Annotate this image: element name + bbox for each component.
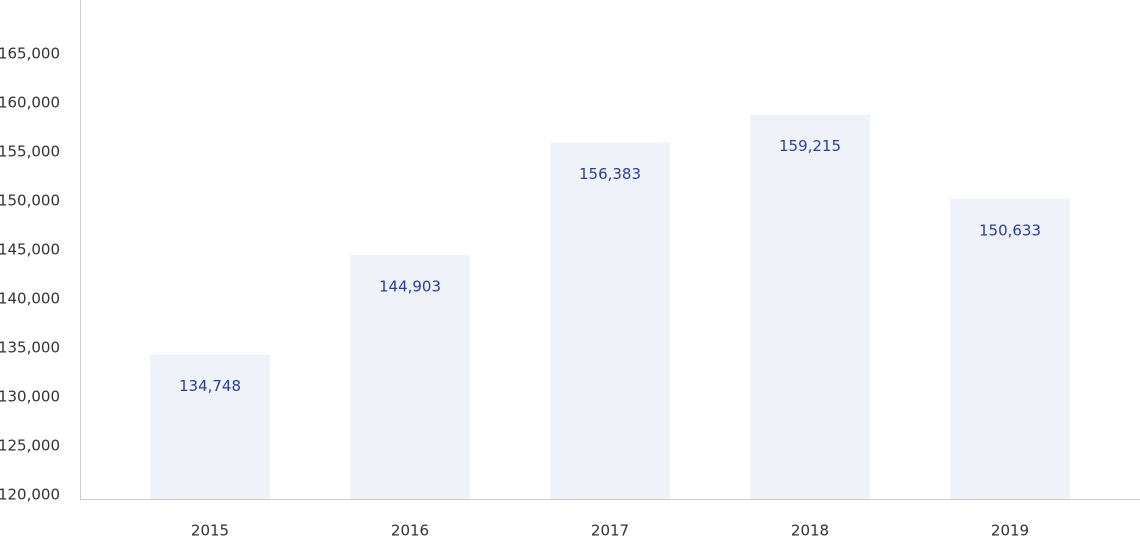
x-tick-label: 2017: [591, 522, 629, 540]
bar: [550, 142, 670, 499]
value-label: 150,633: [979, 221, 1041, 239]
bar: [350, 254, 470, 499]
value-label: 134,748: [179, 377, 241, 395]
x-tick-label: 2019: [991, 522, 1029, 540]
y-tick-label: 125,000: [0, 437, 60, 455]
value-label: 159,215: [779, 137, 841, 155]
y-tick-label: 135,000: [0, 339, 60, 357]
bar: [950, 198, 1070, 499]
y-tick-label: 165,000: [0, 45, 60, 63]
x-tick-label: 2016: [391, 522, 429, 540]
bar: [150, 354, 270, 499]
y-tick-label: 140,000: [0, 290, 60, 308]
y-tick-label: 160,000: [0, 94, 60, 112]
bar: [750, 114, 870, 500]
y-tick-label: 150,000: [0, 192, 60, 210]
y-tick-label: 155,000: [0, 143, 60, 161]
y-tick-label: 145,000: [0, 241, 60, 259]
x-tick-label: 2018: [791, 522, 829, 540]
y-tick-label: 120,000: [0, 486, 60, 504]
y-tick-label: 130,000: [0, 388, 60, 406]
value-label: 156,383: [579, 165, 641, 183]
x-tick-label: 2015: [191, 522, 229, 540]
value-label: 144,903: [379, 277, 441, 295]
